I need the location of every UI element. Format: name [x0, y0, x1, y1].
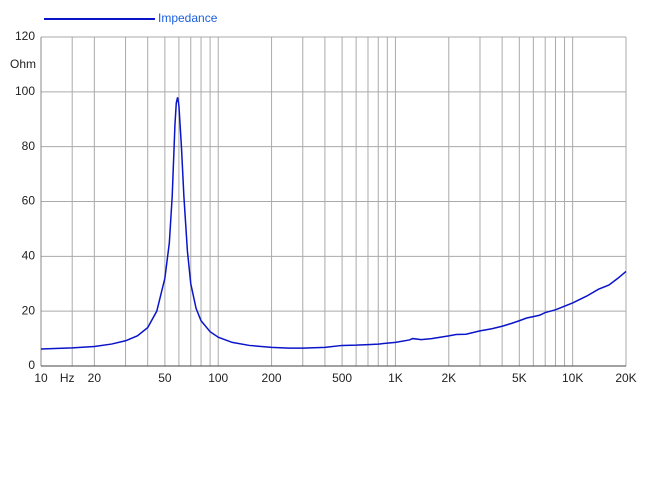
y-tick-label: 20 — [22, 303, 36, 317]
x-tick-label: 20 — [88, 371, 102, 385]
y-tick-label: 40 — [22, 249, 36, 263]
x-tick-label: 500 — [332, 371, 352, 385]
x-tick-label: 200 — [262, 371, 282, 385]
y-tick-label: 120 — [15, 29, 35, 43]
y-tick-label: 100 — [15, 84, 35, 98]
x-tick-label: 1K — [388, 371, 403, 385]
x-tick-label: Hz — [60, 371, 75, 385]
x-tick-label: 2K — [441, 371, 456, 385]
x-tick-label: 50 — [158, 371, 172, 385]
x-tick-label: 100 — [208, 371, 228, 385]
impedance-line — [40, 97, 627, 350]
y-tick-label: 60 — [22, 194, 36, 208]
x-tick-label: 20K — [615, 371, 636, 385]
y-axis-label: Ohm — [10, 57, 36, 71]
x-tick-label: 5K — [512, 371, 527, 385]
x-tick-label: 10 — [34, 371, 48, 385]
y-tick-label: 80 — [22, 139, 36, 153]
x-tick-label: 10K — [562, 371, 583, 385]
legend-label: Impedance — [158, 11, 218, 25]
y-tick-label: 0 — [28, 358, 35, 372]
